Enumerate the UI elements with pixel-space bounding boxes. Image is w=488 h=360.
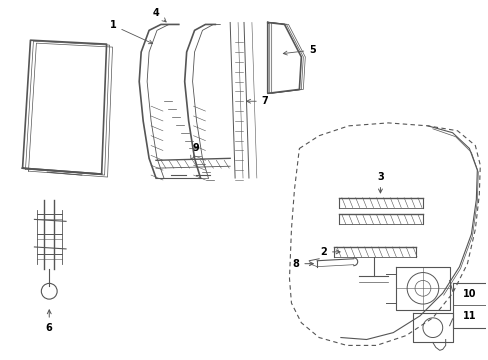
Text: 4: 4	[152, 8, 166, 22]
Text: 8: 8	[292, 259, 313, 269]
Text: 1: 1	[109, 21, 152, 44]
Text: 7: 7	[246, 96, 268, 106]
Text: 11: 11	[462, 311, 475, 321]
Text: 3: 3	[376, 172, 383, 193]
Text: 9: 9	[190, 144, 199, 159]
Text: 5: 5	[283, 45, 315, 55]
Text: 10: 10	[462, 289, 475, 299]
Text: 6: 6	[46, 310, 53, 333]
Text: 2: 2	[320, 247, 339, 257]
